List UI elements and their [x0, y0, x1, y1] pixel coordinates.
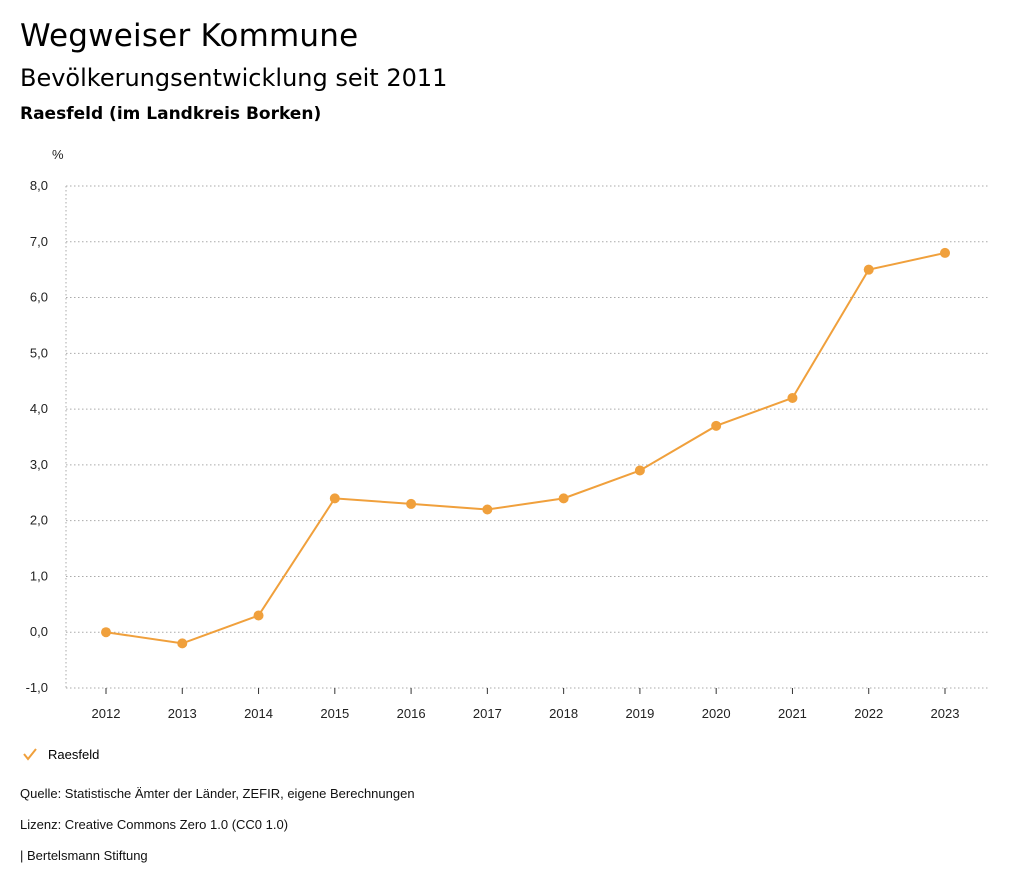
region-label: Raesfeld (im Landkreis Borken) [20, 104, 322, 124]
chart-title: Wegweiser Kommune [20, 18, 359, 54]
y-tick-label: 2,0 [30, 513, 48, 528]
x-tick-label: 2022 [854, 706, 883, 721]
y-tick-label: 7,0 [30, 234, 48, 249]
data-point [940, 247, 950, 258]
y-tick-label: -1,0 [26, 680, 48, 695]
x-tick-label: 2023 [931, 706, 960, 721]
data-point [177, 638, 188, 649]
license-note: Lizenz: Creative Commons Zero 1.0 (CC0 1… [20, 817, 289, 832]
x-tick-label: 2015 [320, 706, 349, 721]
series-layer [101, 247, 950, 649]
data-point [253, 610, 264, 621]
publisher-note[interactable]: | Bertelsmann Stiftung [20, 848, 148, 863]
data-point [863, 264, 874, 275]
y-tick-label: 1,0 [30, 568, 48, 583]
x-tick-label: 2016 [397, 706, 426, 721]
x-tick-label: 2017 [473, 706, 502, 721]
x-tick-label: 2021 [778, 706, 807, 721]
source-note: Quelle: Statistische Ämter der Länder, Z… [20, 786, 415, 801]
y-tick-label: 8,0 [30, 178, 48, 193]
checkmark-icon [23, 748, 37, 761]
data-point [558, 493, 569, 504]
legend-label: Raesfeld [48, 746, 100, 762]
data-point [634, 465, 645, 476]
line-chart: % -1,0 0,0 1,0 2,0 3,0 4,0 5,0 6,0 7,0 8,0 2012 2013… [26, 147, 990, 721]
data-point [406, 498, 417, 509]
x-tick-label: 2018 [549, 706, 578, 721]
y-tick-label: 6,0 [30, 290, 48, 305]
y-axis-unit-label: % [52, 147, 64, 162]
data-point [787, 392, 798, 403]
x-tick-label: 2013 [168, 706, 197, 721]
data-point [711, 420, 722, 431]
chart-subtitle: Bevölkerungsentwicklung seit 2011 [20, 64, 448, 92]
data-point [329, 493, 340, 504]
y-tick-label: 0,0 [30, 624, 48, 639]
data-point [482, 504, 493, 515]
data-point [101, 627, 111, 638]
series-line-raesfeld [105, 251, 946, 645]
y-tick-label: 5,0 [30, 345, 48, 360]
y-tick-label: 3,0 [30, 457, 48, 472]
x-tick-label: 2020 [702, 706, 731, 721]
axis-layer: % -1,0 0,0 1,0 2,0 3,0 4,0 5,0 6,0 7,0 8,0 2012 2013… [26, 147, 960, 721]
y-tick-label: 4,0 [30, 401, 48, 416]
x-tick-label: 2014 [244, 706, 273, 721]
x-tick-label: 2012 [92, 706, 121, 721]
legend-item-raesfeld[interactable]: Raesfeld [20, 744, 99, 764]
grid-layer [66, 185, 990, 689]
x-tick-label: 2019 [625, 706, 654, 721]
